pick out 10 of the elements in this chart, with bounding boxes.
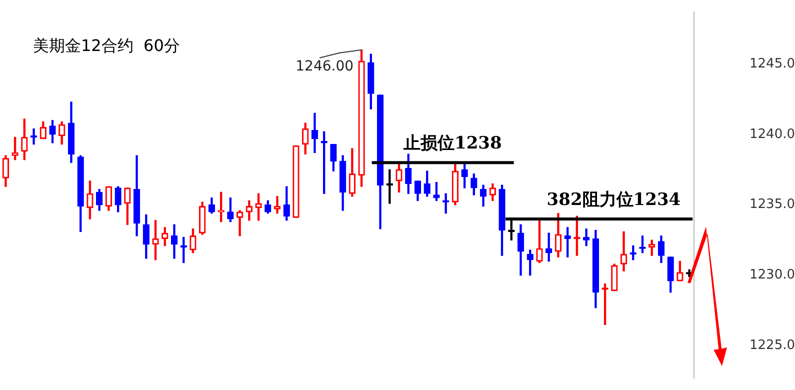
- annotation: 1246.00: [296, 58, 354, 74]
- ref-line-label: 382阻力位1234: [546, 190, 681, 210]
- candlestick: [30, 128, 38, 145]
- ref-line-label: 止损位1238: [402, 134, 502, 154]
- y-tick-label: 1240.0: [750, 126, 795, 142]
- text: 美期金12合约 60分: [33, 36, 180, 57]
- y-tick-label: 1245.0: [750, 56, 795, 72]
- y-tick-label: 1230.0: [750, 268, 795, 283]
- y-tick-label: 1225.0: [750, 338, 795, 354]
- y-tick-label: 1235.0: [750, 197, 795, 212]
